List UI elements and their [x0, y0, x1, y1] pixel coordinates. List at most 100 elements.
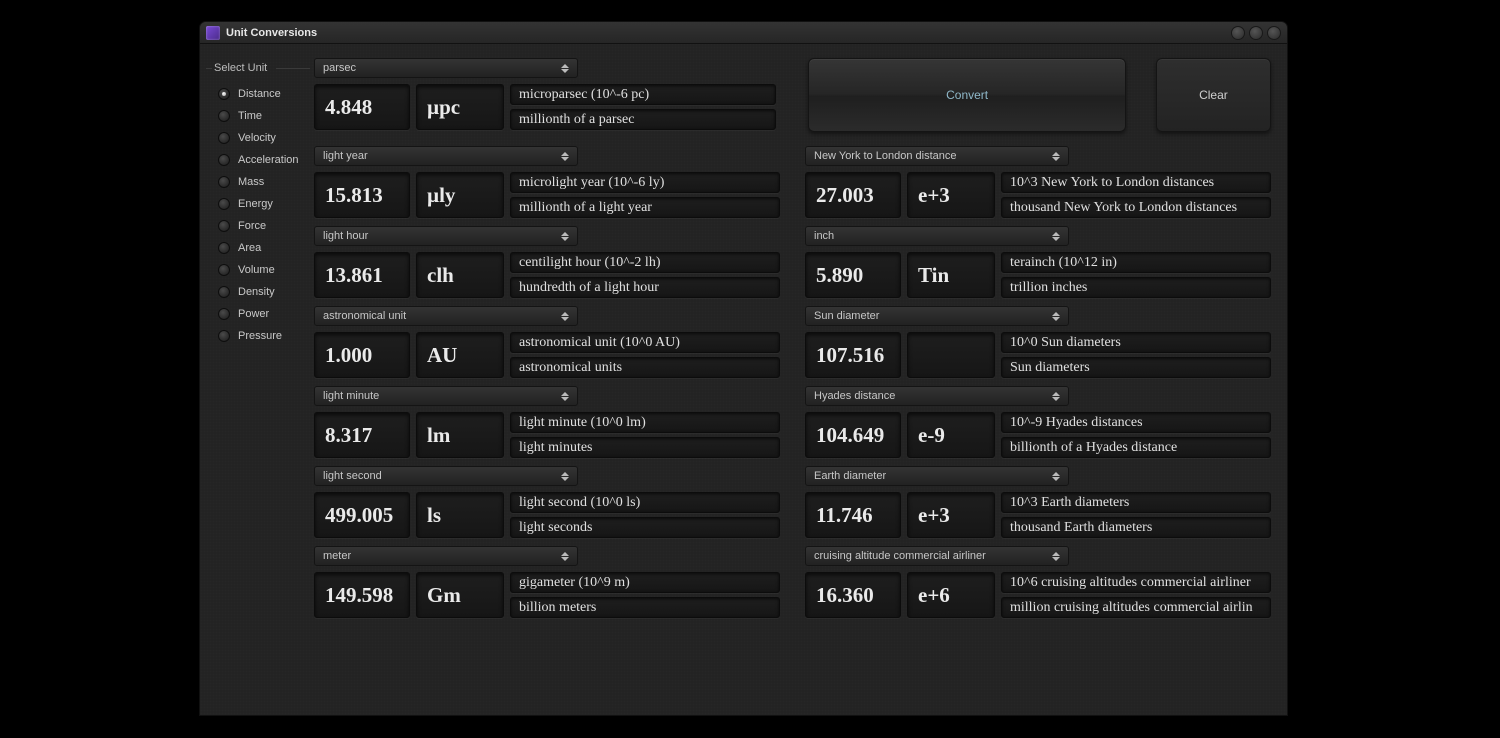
minimize-button[interactable]	[1231, 26, 1245, 40]
convert-button[interactable]: Convert	[808, 58, 1126, 132]
value-field[interactable]: 11.746	[805, 492, 901, 538]
unit-select[interactable]: cruising altitude commercial airliner	[805, 546, 1069, 566]
category-distance[interactable]: Distance	[218, 88, 306, 100]
unit-notation: gigameter (10^9 m)	[510, 572, 780, 593]
unit-select-label: astronomical unit	[323, 310, 406, 322]
unit-select[interactable]: New York to London distance	[805, 146, 1069, 166]
unit-select[interactable]: parsec	[314, 58, 578, 78]
radio-label: Acceleration	[238, 154, 299, 166]
symbol-field: e+3	[907, 492, 995, 538]
main-panel: parsec4.848µpcmicroparsec (10^-6 pc)mill…	[306, 44, 1287, 715]
radio-icon	[218, 88, 230, 100]
category-power[interactable]: Power	[218, 308, 306, 320]
radio-label: Pressure	[238, 330, 282, 342]
symbol-field: clh	[416, 252, 504, 298]
radio-icon	[218, 154, 230, 166]
description-group: 10^0 Sun diametersSun diameters	[1001, 332, 1271, 378]
radio-icon	[218, 308, 230, 320]
unit-select[interactable]: Earth diameter	[805, 466, 1069, 486]
category-density[interactable]: Density	[218, 286, 306, 298]
value-field[interactable]: 13.861	[314, 252, 410, 298]
unit-block-right-0: New York to London distance27.003e+310^3…	[805, 146, 1271, 218]
unit-select[interactable]: Hyades distance	[805, 386, 1069, 406]
unit-block-left-2: light hour13.861clhcentilight hour (10^-…	[314, 226, 780, 298]
value-field[interactable]: 15.813	[314, 172, 410, 218]
unit-select[interactable]: light minute	[314, 386, 578, 406]
radio-icon	[218, 286, 230, 298]
unit-select[interactable]: light second	[314, 466, 578, 486]
unit-description: million cruising altitudes commercial ai…	[1001, 597, 1271, 618]
chevron-updown-icon	[561, 549, 571, 563]
radio-label: Energy	[238, 198, 273, 210]
value-field[interactable]: 149.598	[314, 572, 410, 618]
value-field[interactable]: 27.003	[805, 172, 901, 218]
value-field[interactable]: 8.317	[314, 412, 410, 458]
clear-button[interactable]: Clear	[1156, 58, 1271, 132]
unit-block-left-4: light minute 8.317lm light minute (10^0 lm…	[314, 386, 780, 458]
symbol-field: AU	[416, 332, 504, 378]
unit-notation: light minute (10^0 lm)	[510, 412, 780, 433]
value-field[interactable]: 4.848	[314, 84, 410, 130]
unit-select[interactable]: inch	[805, 226, 1069, 246]
unit-select-label: New York to London distance	[814, 150, 957, 162]
category-acceleration[interactable]: Acceleration	[218, 154, 306, 166]
radio-label: Volume	[238, 264, 275, 276]
unit-description: trillion inches	[1001, 277, 1271, 298]
description-group: terainch (10^12 in)trillion inches	[1001, 252, 1271, 298]
value-field[interactable]: 1.000	[314, 332, 410, 378]
radio-label: Density	[238, 286, 275, 298]
category-force[interactable]: Force	[218, 220, 306, 232]
symbol-field: ls	[416, 492, 504, 538]
unit-notation: astronomical unit (10^0 AU)	[510, 332, 780, 353]
category-volume[interactable]: Volume	[218, 264, 306, 276]
chevron-updown-icon	[1052, 229, 1062, 243]
unit-select-label: light hour	[323, 230, 368, 242]
titlebar[interactable]: Unit Conversions	[200, 22, 1287, 44]
unit-block-left-1: light year15.813µlymicrolight year (10^-…	[314, 146, 780, 218]
category-energy[interactable]: Energy	[218, 198, 306, 210]
value-field[interactable]: 16.360	[805, 572, 901, 618]
value-field[interactable]: 104.649	[805, 412, 901, 458]
maximize-button[interactable]	[1249, 26, 1263, 40]
radio-icon	[218, 176, 230, 188]
value-field[interactable]: 499.005	[314, 492, 410, 538]
unit-description: millionth of a parsec	[510, 109, 776, 130]
radio-icon	[218, 110, 230, 122]
unit-select-label: Earth diameter	[814, 470, 886, 482]
chevron-updown-icon	[561, 309, 571, 323]
symbol-field: lm	[416, 412, 504, 458]
category-pressure[interactable]: Pressure	[218, 330, 306, 342]
value-field[interactable]: 5.890	[805, 252, 901, 298]
unit-description: billionth of a Hyades distance	[1001, 437, 1271, 458]
unit-select[interactable]: light hour	[314, 226, 578, 246]
unit-block-left-3: astronomical unit 1.000AU astronomical uni…	[314, 306, 780, 378]
description-group: 10^3 New York to London distancesthousan…	[1001, 172, 1271, 218]
description-group: microlight year (10^-6 ly)millionth of a…	[510, 172, 780, 218]
unit-select[interactable]: Sun diameter	[805, 306, 1069, 326]
radio-label: Distance	[238, 88, 281, 100]
symbol-field: µpc	[416, 84, 504, 130]
unit-select[interactable]: meter	[314, 546, 578, 566]
unit-select-label: cruising altitude commercial airliner	[814, 550, 986, 562]
unit-select[interactable]: light year	[314, 146, 578, 166]
category-mass[interactable]: Mass	[218, 176, 306, 188]
description-group: 10^6 cruising altitudes commercial airli…	[1001, 572, 1271, 618]
category-velocity[interactable]: Velocity	[218, 132, 306, 144]
radio-icon	[218, 242, 230, 254]
radio-label: Time	[238, 110, 262, 122]
category-area[interactable]: Area	[218, 242, 306, 254]
unit-select[interactable]: astronomical unit	[314, 306, 578, 326]
unit-select-label: light second	[323, 470, 382, 482]
unit-block-right-1: inch5.890Tinterainch (10^12 in)trillion …	[805, 226, 1271, 298]
unit-select-label: meter	[323, 550, 351, 562]
description-group: 10^-9 Hyades distancesbillionth of a Hya…	[1001, 412, 1271, 458]
unit-select-label: parsec	[323, 62, 356, 74]
radio-icon	[218, 198, 230, 210]
value-field[interactable]: 107.516	[805, 332, 901, 378]
unit-select-label: light year	[323, 150, 368, 162]
close-button[interactable]	[1267, 26, 1281, 40]
unit-block-left-0: parsec4.848µpcmicroparsec (10^-6 pc)mill…	[314, 58, 776, 130]
window-title: Unit Conversions	[226, 27, 1231, 39]
category-time[interactable]: Time	[218, 110, 306, 122]
radio-icon	[218, 330, 230, 342]
